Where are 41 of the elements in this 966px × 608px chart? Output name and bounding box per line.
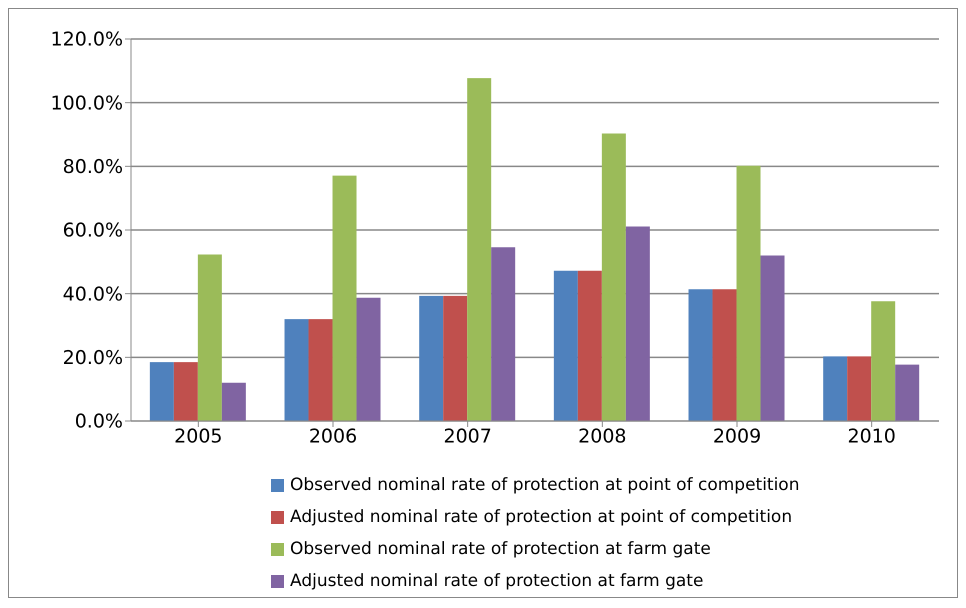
bar — [308, 319, 333, 421]
bar — [491, 247, 516, 421]
x-tick-label: 2005 — [174, 425, 223, 448]
bar — [847, 356, 872, 421]
bar — [554, 270, 578, 421]
bar — [823, 356, 848, 421]
x-tick-label: 2010 — [847, 425, 896, 448]
legend-label: Observed nominal rate of protection at farm gate — [290, 539, 711, 559]
x-tick-label: 2006 — [308, 425, 358, 448]
bar — [760, 255, 785, 421]
bar — [871, 301, 896, 421]
bar — [602, 134, 626, 421]
bar — [419, 296, 444, 421]
y-tick-label: 120.0% — [50, 28, 123, 51]
bar — [443, 296, 468, 421]
y-tick-label: 20.0% — [62, 347, 123, 370]
bar — [688, 289, 713, 421]
y-tick-label: 80.0% — [62, 156, 123, 178]
x-tick-label: 2009 — [712, 425, 762, 448]
y-tick-label: 60.0% — [62, 220, 123, 242]
legend-label: Observed nominal rate of protection at point of competition — [290, 475, 800, 495]
bar — [736, 166, 761, 421]
bar — [174, 362, 198, 421]
legend-label: Adjusted nominal rate of protection at farm gate — [290, 571, 704, 591]
bar — [198, 254, 222, 421]
bar — [895, 364, 920, 421]
legend-label: Adjusted nominal rate of protection at point of competition — [290, 507, 792, 527]
x-tick-label: 2008 — [578, 425, 627, 448]
bar — [222, 382, 246, 421]
bar — [284, 319, 309, 421]
bar — [356, 298, 381, 421]
x-tick-label: 2007 — [443, 425, 492, 448]
y-tick-label: 0.0% — [74, 410, 123, 433]
bar — [467, 78, 492, 421]
y-tick-label: 100.0% — [50, 92, 123, 114]
bar — [578, 270, 602, 421]
bar — [150, 362, 174, 421]
bar — [626, 226, 650, 421]
bar — [712, 289, 737, 421]
bar — [332, 176, 357, 421]
y-tick-label: 40.0% — [62, 283, 123, 306]
